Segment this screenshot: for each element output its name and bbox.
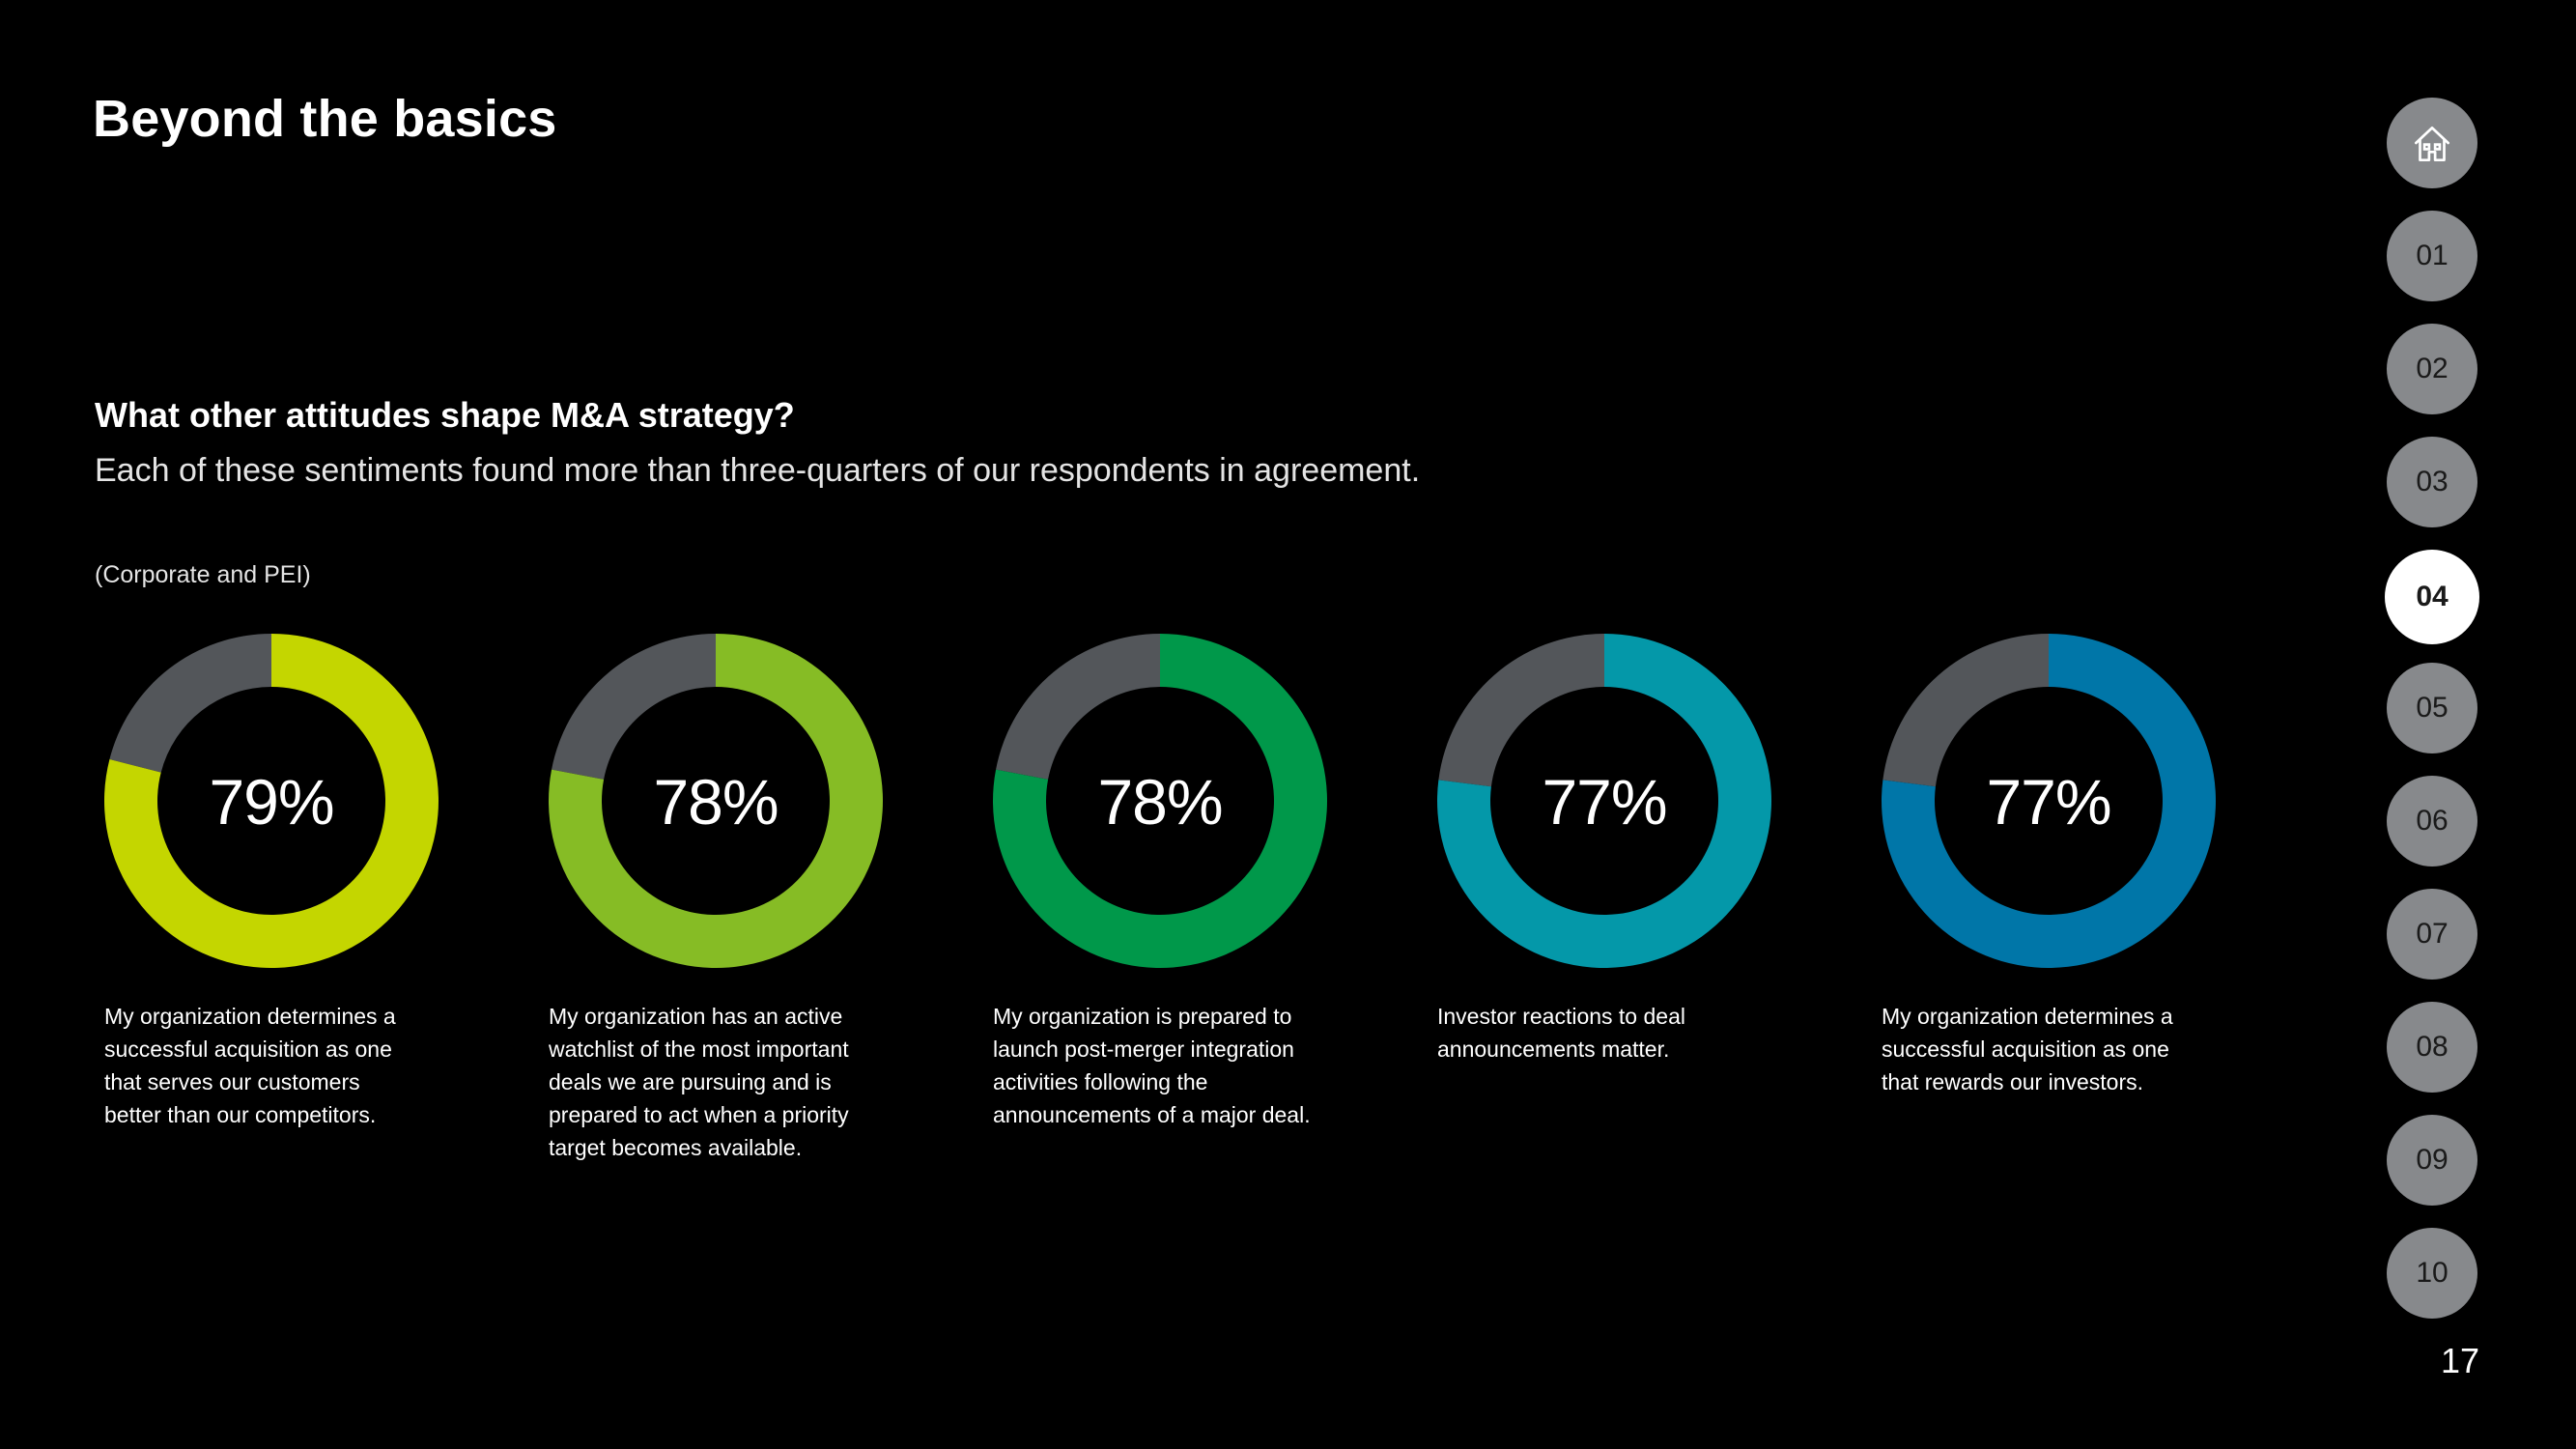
svg-text:79%: 79% xyxy=(209,766,333,838)
svg-text:78%: 78% xyxy=(1097,766,1222,838)
svg-text:77%: 77% xyxy=(1986,766,2110,838)
svg-text:77%: 77% xyxy=(1542,766,1666,838)
svg-text:78%: 78% xyxy=(653,766,778,838)
